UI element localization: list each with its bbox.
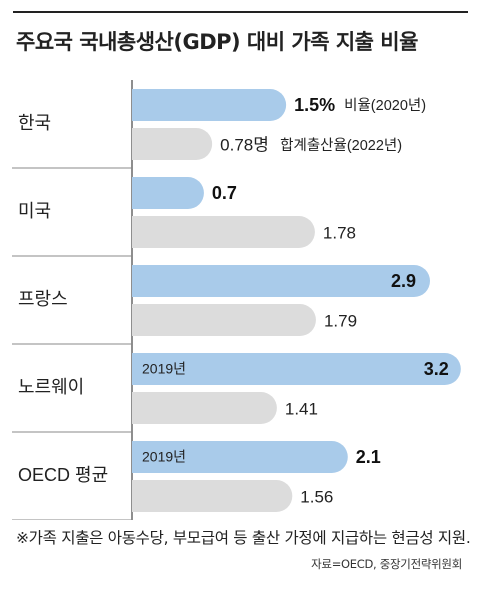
category-label: 미국 <box>18 201 51 221</box>
year-note: 2019년 <box>142 361 186 377</box>
category-label: 한국 <box>18 113 51 133</box>
year-note: 2019년 <box>142 449 186 465</box>
category-label: 노르웨이 <box>18 377 84 397</box>
data-label: 2.1 <box>356 447 381 467</box>
bar-비율 <box>132 89 287 121</box>
data-label: 0.7 <box>212 183 237 203</box>
series-note: 합계출산율(2022년) <box>280 137 402 154</box>
bar-비율 <box>132 353 461 385</box>
bar-합계출산율 <box>132 304 316 336</box>
bar-합계출산율 <box>132 216 315 248</box>
bar-비율 <box>132 265 430 297</box>
footnote: ※가족 지출은 아동수당, 부모급여 등 출산 가정에 지급하는 현금성 지원. <box>16 529 471 547</box>
data-label: 1.79 <box>324 311 357 330</box>
data-label: 2.9 <box>391 271 416 291</box>
top-rule <box>13 11 468 13</box>
bar-비율 <box>132 441 348 473</box>
bar-합계출산율 <box>132 480 293 512</box>
bar-합계출산율 <box>132 128 213 160</box>
chart-title: 주요국 국내총생산(GDP) 대비 가족 지출 비율 <box>16 30 418 54</box>
category-label: OECD 평균 <box>18 465 108 485</box>
source-note: 자료=OECD, 중장기전략위원회 <box>311 557 462 571</box>
bar-합계출산율 <box>132 392 277 424</box>
series-note: 비율(2020년) <box>344 97 426 114</box>
chart: 한국 1.5% 0.78명 비율(2020년) 합계출산율(2022년) 미국 0.7 1.7… <box>12 80 461 520</box>
data-label: 3.2 <box>424 359 449 379</box>
data-label: 1.41 <box>285 399 318 418</box>
data-label: 1.78 <box>323 223 356 242</box>
bar-비율 <box>132 177 204 209</box>
data-label: 0.78명 <box>220 135 269 154</box>
data-label: 1.56 <box>300 487 333 506</box>
category-label: 프랑스 <box>18 289 68 309</box>
data-label: 1.5% <box>294 95 335 115</box>
